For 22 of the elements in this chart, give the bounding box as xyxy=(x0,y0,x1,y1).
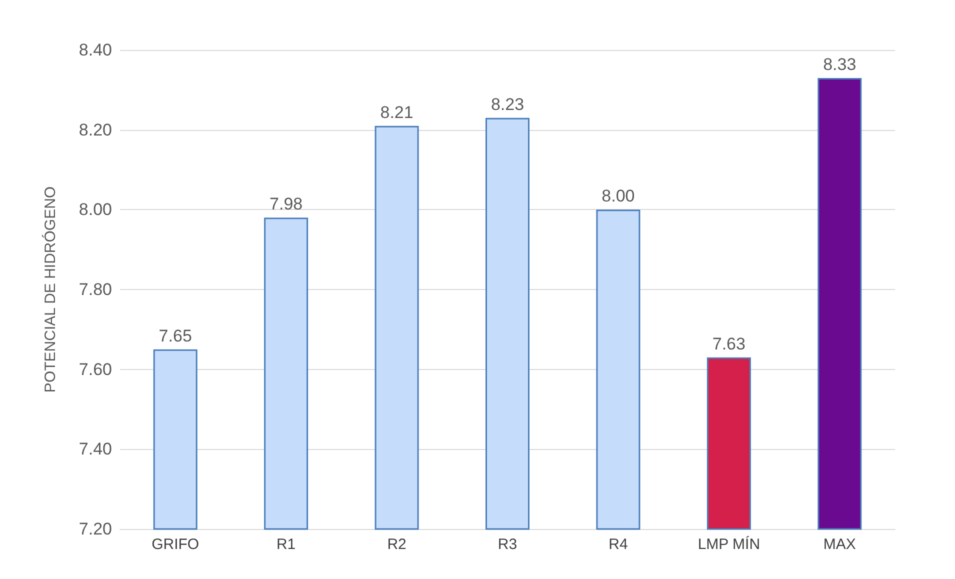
y-tick-label: 8.20 xyxy=(78,120,112,140)
x-tick-label: R2 xyxy=(387,536,406,553)
x-tick-label: LMP MÍN xyxy=(698,535,760,553)
y-tick-label: 8.00 xyxy=(78,200,112,220)
data-label: 8.33 xyxy=(823,54,856,74)
x-tick-label: MAX xyxy=(823,536,856,553)
x-tick-label: R4 xyxy=(608,536,628,553)
data-label: 7.63 xyxy=(712,334,746,354)
y-tick-label: 7.40 xyxy=(78,440,112,459)
data-label: 8.00 xyxy=(602,186,635,206)
y-tick-label: 7.60 xyxy=(78,360,112,379)
x-tick-label: R1 xyxy=(276,536,296,553)
data-label: 7.65 xyxy=(158,326,192,346)
y-tick-label: 8.40 xyxy=(78,40,112,60)
x-tick-label: GRIFO xyxy=(152,536,200,553)
y-tick-label: 7.80 xyxy=(78,280,112,299)
data-label: 8.21 xyxy=(380,102,414,122)
y-axis-title: POTENCIAL DE HIDRÓGENO xyxy=(41,186,59,393)
data-label: 7.98 xyxy=(270,194,303,214)
y-tick-label: 7.20 xyxy=(78,520,112,538)
data-label: 8.23 xyxy=(490,94,524,114)
x-tick-label: R3 xyxy=(498,536,518,553)
